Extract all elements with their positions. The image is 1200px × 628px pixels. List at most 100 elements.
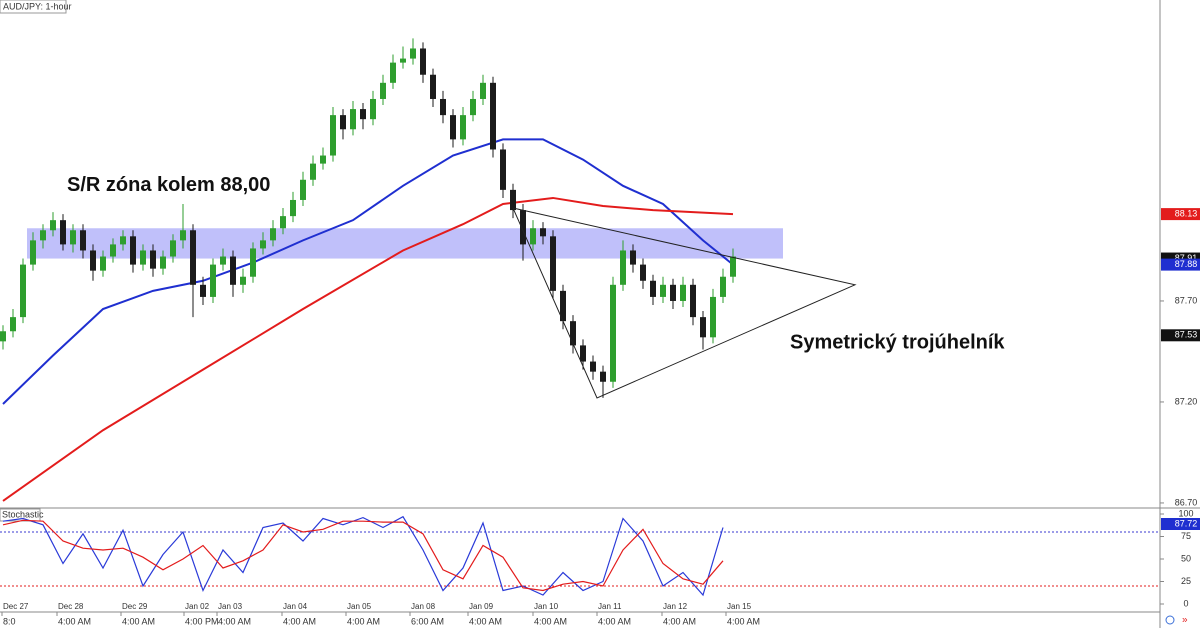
candle-body [70, 230, 76, 245]
candle-body [310, 163, 316, 180]
candle-body [320, 155, 326, 164]
candle-body [140, 250, 146, 265]
candle-body [190, 230, 196, 285]
candle-body [580, 345, 586, 362]
x-tick-label: Jan 04 [283, 602, 308, 611]
candle-body [80, 230, 86, 251]
y-tick-label: 25 [1181, 576, 1191, 586]
x-tick-label: Jan 11 [598, 602, 622, 611]
y-tick-label: 100 [1178, 508, 1193, 518]
candle-body [570, 321, 576, 346]
x-tick-time: 4:00 AM [283, 616, 316, 626]
candle-body [340, 115, 346, 130]
candle-body [730, 256, 736, 277]
candle-body [110, 244, 116, 257]
price-marker [1161, 208, 1200, 221]
x-tick-label: Dec 29 [122, 602, 148, 611]
x-tick-time: 4:00 AM [58, 616, 91, 626]
candle-body [0, 331, 6, 342]
x-tick-label: Jan 02 [185, 602, 210, 611]
candle-body [210, 264, 216, 297]
candle-body [400, 58, 406, 63]
x-tick-time: 4:00 AM [347, 616, 380, 626]
annotation: S/R zóna kolem 88,00 [67, 174, 270, 196]
candle-body [280, 216, 286, 229]
candle-body [520, 210, 526, 245]
x-tick-label: Jan 10 [534, 602, 559, 611]
candle-body [560, 290, 566, 322]
candle-body [630, 250, 636, 265]
candle-body [250, 248, 256, 277]
candle-body [690, 284, 696, 318]
y-tick-label: 86.70 [1175, 497, 1198, 507]
candle-body [680, 284, 686, 301]
candle-body [640, 264, 646, 281]
candle-body [180, 230, 186, 241]
moving-average [2, 138, 734, 405]
candle-body [330, 115, 336, 156]
candle-body [60, 220, 66, 245]
candle-body [550, 236, 556, 291]
candle-body [540, 228, 546, 237]
candle-body [20, 264, 26, 318]
candle-body [300, 179, 306, 200]
x-tick-label: Dec 27 [3, 602, 29, 611]
candle-body [710, 296, 716, 338]
x-tick-time: 4:00 AM [727, 616, 760, 626]
candle-body [270, 228, 276, 241]
button[interactable]: » [1182, 615, 1188, 626]
x-tick-label: Jan 09 [469, 602, 494, 611]
candle-body [10, 317, 16, 332]
chart-title: AUD/JPY: 1-hour [3, 1, 72, 11]
candle-body [600, 371, 606, 382]
price-marker [1161, 258, 1200, 271]
candle-body [220, 256, 226, 265]
candle-body [40, 230, 46, 241]
candle-body [50, 220, 56, 231]
y-tick-label: 50 [1181, 553, 1191, 563]
candle-body [620, 250, 626, 285]
candle-body [420, 48, 426, 75]
candle-body [700, 317, 706, 338]
x-tick-label: Jan 08 [411, 602, 436, 611]
y-tick-label: 75 [1181, 531, 1191, 541]
x-tick-label: Jan 05 [347, 602, 372, 611]
candle-body [460, 115, 466, 140]
candle-body [500, 149, 506, 190]
x-tick-time: 4:00 AM [469, 616, 502, 626]
candle-body [200, 284, 206, 297]
candle-body [90, 250, 96, 271]
candle-body [260, 240, 266, 249]
triangle-pattern [512, 207, 857, 399]
candle-body [360, 109, 366, 120]
candle-body [290, 199, 296, 217]
x-tick-time: 4:00 AM [598, 616, 631, 626]
x-tick-time: 8:0 [3, 616, 16, 626]
price-marker [1161, 518, 1200, 530]
candle-body [380, 82, 386, 99]
button[interactable] [1165, 615, 1175, 625]
y-tick-label: 0 [1183, 598, 1188, 608]
candle-body [150, 250, 156, 269]
price-marker-label: 87.88 [1175, 259, 1198, 269]
candle-body [650, 280, 656, 297]
x-tick-label: Jan 12 [663, 602, 688, 611]
price-marker-label: 87.91 [1175, 253, 1198, 263]
price-marker-label: 87.72 [1175, 518, 1198, 528]
candle-body [490, 82, 496, 150]
candle-body [440, 98, 446, 116]
x-tick-time: 4:00 AM [218, 616, 251, 626]
candle-body [610, 284, 616, 382]
x-tick-label: Dec 28 [58, 602, 84, 611]
title-box [0, 0, 67, 14]
candle-body [170, 240, 176, 257]
candle-body [720, 276, 726, 297]
candle-body [510, 189, 516, 211]
candle-body [370, 98, 376, 120]
candle-body [120, 236, 126, 245]
candle-body [660, 284, 666, 297]
x-tick-label: Jan 03 [218, 602, 243, 611]
candle-body [390, 62, 396, 83]
candle-body [670, 284, 676, 301]
